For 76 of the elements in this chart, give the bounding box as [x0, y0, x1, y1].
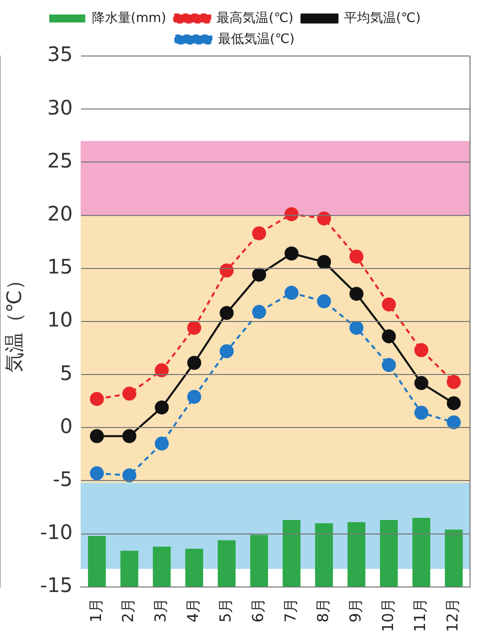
- y-tick-label: -10: [40, 520, 73, 544]
- point: [317, 211, 331, 226]
- point: [446, 374, 461, 389]
- point: [382, 358, 396, 372]
- y-tick-label: 25: [47, 148, 73, 172]
- point: [252, 268, 266, 282]
- legend-label: 最高気温(℃): [216, 10, 294, 26]
- point: [284, 286, 299, 300]
- x-tick-label: 8月: [314, 598, 332, 622]
- point: [154, 436, 169, 451]
- y-tick-label: 30: [47, 95, 73, 120]
- point: [382, 297, 396, 312]
- point: [220, 263, 234, 278]
- y-tick-label: 10: [47, 308, 73, 332]
- point: [414, 376, 428, 390]
- x-tick-label: 6月: [249, 598, 267, 622]
- x-tick-label: 9月: [346, 598, 364, 622]
- point: [90, 466, 104, 480]
- point: [122, 429, 136, 444]
- point: [414, 343, 428, 358]
- point: [154, 400, 169, 414]
- point: [187, 320, 202, 335]
- point: [90, 392, 104, 406]
- bar: [348, 522, 366, 587]
- y-axis-title: 気温（℃）: [2, 270, 26, 373]
- bar: [315, 523, 333, 587]
- y-tick-label: 20: [47, 201, 73, 226]
- point: [122, 386, 136, 401]
- bar: [218, 540, 236, 587]
- legend-label: 降水量(mm): [92, 10, 166, 26]
- point: [317, 254, 331, 269]
- point: [414, 406, 428, 420]
- point: [252, 304, 266, 319]
- bar: [282, 520, 300, 587]
- bar: [250, 534, 268, 587]
- legend-label: 最低気温(℃): [218, 32, 295, 47]
- point: [187, 390, 202, 404]
- point: [220, 306, 234, 320]
- point: [284, 207, 299, 222]
- x-tick-label: 12月: [444, 598, 462, 632]
- point: [220, 344, 234, 358]
- bar: [380, 520, 398, 587]
- point: [122, 468, 136, 482]
- point: [284, 246, 299, 260]
- point: [446, 396, 461, 410]
- point: [349, 250, 364, 264]
- point: [252, 226, 266, 240]
- y-tick-label: -5: [52, 466, 73, 491]
- point: [349, 286, 364, 301]
- bar: [88, 536, 106, 587]
- point: [446, 415, 461, 430]
- y-tick-label: -15: [40, 573, 73, 598]
- x-tick-label: 10月: [378, 598, 397, 632]
- bar: [444, 530, 463, 587]
- bar: [152, 546, 171, 587]
- point: [187, 356, 202, 370]
- point: [154, 363, 169, 378]
- x-tick-label: 11月: [411, 598, 430, 632]
- bar: [412, 518, 430, 587]
- x-tick-label: 1月: [86, 598, 105, 622]
- y-tick-label: 0: [60, 414, 73, 438]
- y-tick-label: 15: [47, 254, 73, 279]
- x-tick-label: 5月: [216, 598, 235, 622]
- legend-label: 平均気温(℃): [344, 10, 421, 26]
- point: [382, 329, 396, 344]
- bar: [120, 550, 138, 587]
- x-tick-label: 2月: [119, 598, 138, 622]
- x-tick-label: 3月: [152, 598, 170, 622]
- x-tick-label: 7月: [281, 598, 300, 622]
- y-tick-label: 35: [47, 42, 73, 66]
- point: [90, 429, 104, 444]
- point: [349, 320, 364, 335]
- x-tick-label: 4月: [184, 598, 202, 622]
- bar: [185, 548, 204, 587]
- y-tick-label: 5: [60, 360, 73, 385]
- point: [317, 294, 331, 308]
